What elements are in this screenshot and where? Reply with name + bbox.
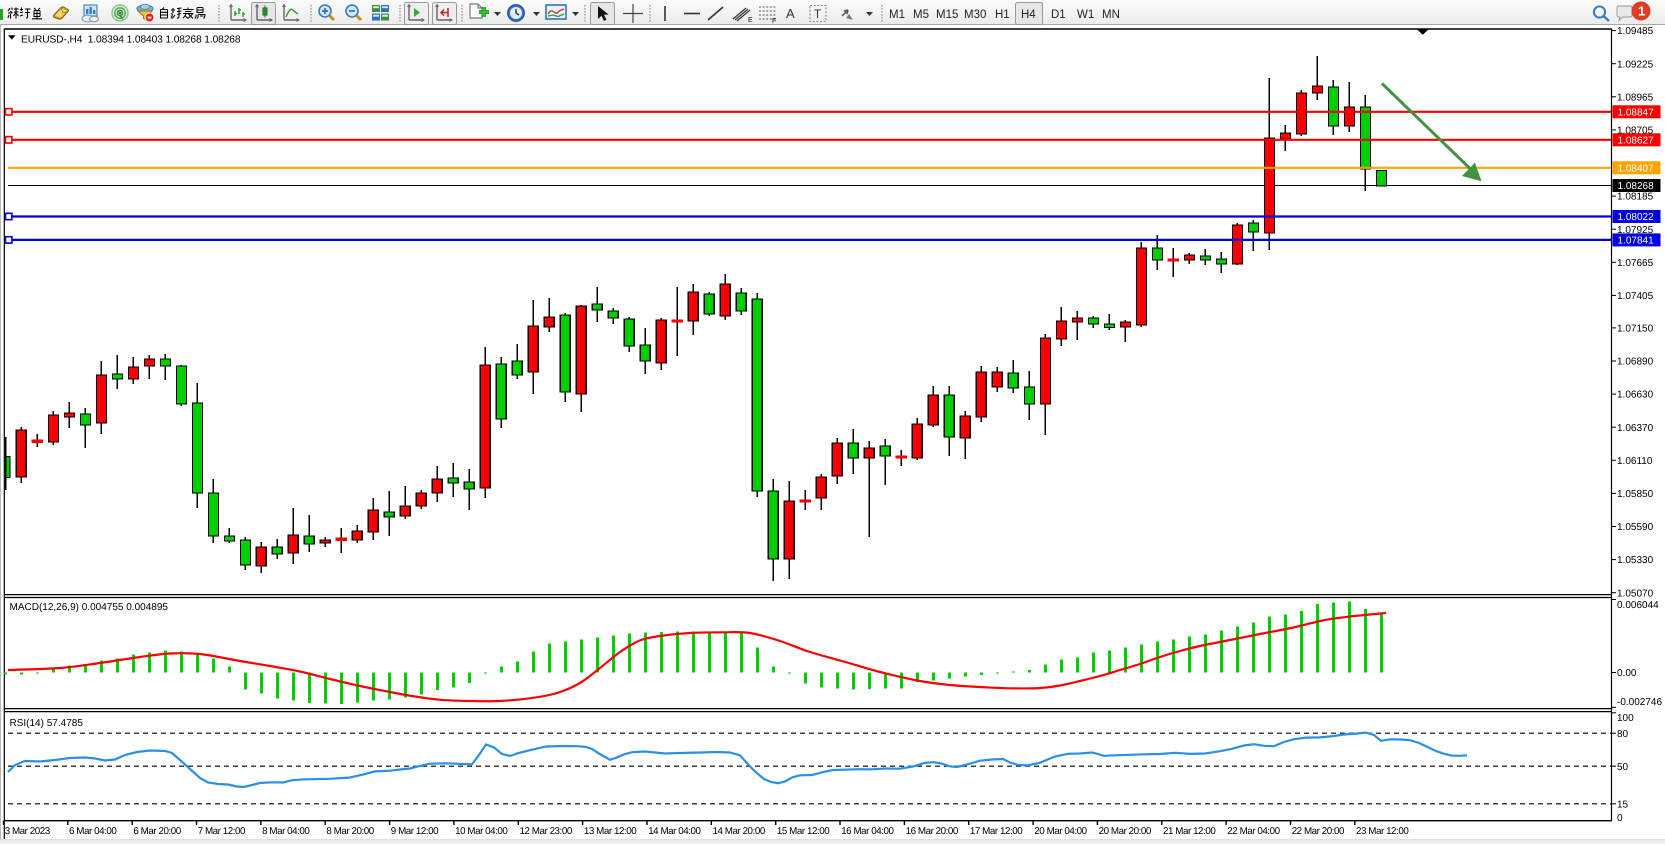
svg-text:EURUSD-,H4 1.08394 1.08403 1.: EURUSD-,H4 1.08394 1.08403 1.08268 1.082… bbox=[21, 35, 241, 46]
svg-text:80: 80 bbox=[1617, 729, 1629, 740]
svg-text:14 Mar 20:00: 14 Mar 20:00 bbox=[713, 826, 766, 837]
svg-text:A: A bbox=[786, 6, 795, 21]
svg-text:9 Mar 12:00: 9 Mar 12:00 bbox=[391, 826, 439, 837]
svg-text:M15: M15 bbox=[936, 9, 958, 21]
svg-text:1.08407: 1.08407 bbox=[1618, 163, 1655, 174]
svg-text:H1: H1 bbox=[995, 9, 1010, 21]
svg-text:8 Mar 04:00: 8 Mar 04:00 bbox=[262, 826, 310, 837]
svg-text:1.08185: 1.08185 bbox=[1617, 192, 1654, 203]
svg-text:14 Mar 04:00: 14 Mar 04:00 bbox=[648, 826, 701, 837]
svg-text:7 Mar 12:00: 7 Mar 12:00 bbox=[198, 826, 246, 837]
svg-text:1.08847: 1.08847 bbox=[1618, 107, 1655, 118]
svg-text:0: 0 bbox=[1617, 813, 1623, 824]
svg-text:1.05330: 1.05330 bbox=[1617, 555, 1654, 566]
svg-text:23 Mar 12:00: 23 Mar 12:00 bbox=[1356, 826, 1409, 837]
svg-text:1.06630: 1.06630 bbox=[1617, 390, 1654, 401]
svg-text:22 Mar 20:00: 22 Mar 20:00 bbox=[1292, 826, 1345, 837]
svg-text:1.07841: 1.07841 bbox=[1618, 236, 1655, 247]
svg-text:1.07925: 1.07925 bbox=[1617, 225, 1654, 236]
svg-text:1.08965: 1.08965 bbox=[1617, 92, 1654, 103]
svg-text:1.05070: 1.05070 bbox=[1617, 588, 1654, 599]
svg-text:1.08627: 1.08627 bbox=[1618, 135, 1655, 146]
svg-text:M5: M5 bbox=[913, 9, 929, 21]
svg-text:22 Mar 04:00: 22 Mar 04:00 bbox=[1227, 826, 1280, 837]
svg-text:0.00: 0.00 bbox=[1617, 668, 1637, 679]
svg-text:T: T bbox=[814, 9, 821, 21]
svg-text:13 Mar 12:00: 13 Mar 12:00 bbox=[584, 826, 637, 837]
svg-text:W1: W1 bbox=[1077, 9, 1094, 21]
svg-text:1: 1 bbox=[1638, 4, 1645, 19]
svg-text:10 Mar 04:00: 10 Mar 04:00 bbox=[455, 826, 508, 837]
svg-text:20 Mar 20:00: 20 Mar 20:00 bbox=[1099, 826, 1152, 837]
svg-text:1.05590: 1.05590 bbox=[1617, 522, 1654, 533]
svg-text:E: E bbox=[748, 17, 753, 24]
svg-text:1.08268: 1.08268 bbox=[1618, 181, 1655, 192]
svg-text:12 Mar 23:00: 12 Mar 23:00 bbox=[520, 826, 573, 837]
svg-text:1.07665: 1.07665 bbox=[1617, 258, 1654, 269]
svg-text:1.06110: 1.06110 bbox=[1617, 456, 1653, 467]
svg-text:16 Mar 04:00: 16 Mar 04:00 bbox=[841, 826, 894, 837]
svg-text:17 Mar 12:00: 17 Mar 12:00 bbox=[970, 826, 1023, 837]
svg-text:M30: M30 bbox=[964, 9, 986, 21]
svg-text:50: 50 bbox=[1617, 762, 1629, 773]
svg-text:-0.002746: -0.002746 bbox=[1617, 697, 1662, 708]
svg-text:1.09225: 1.09225 bbox=[1617, 59, 1654, 70]
svg-text:6 Mar 20:00: 6 Mar 20:00 bbox=[133, 826, 181, 837]
svg-text:16 Mar 20:00: 16 Mar 20:00 bbox=[906, 826, 959, 837]
svg-text:1.09485: 1.09485 bbox=[1617, 26, 1654, 37]
svg-text:15 Mar 12:00: 15 Mar 12:00 bbox=[777, 826, 830, 837]
svg-text:1.05850: 1.05850 bbox=[1617, 489, 1654, 500]
svg-text:6 Mar 04:00: 6 Mar 04:00 bbox=[69, 826, 117, 837]
svg-text:M1: M1 bbox=[889, 9, 905, 21]
svg-text:20 Mar 04:00: 20 Mar 04:00 bbox=[1034, 826, 1087, 837]
svg-text:MN: MN bbox=[1102, 9, 1120, 21]
svg-text:H4: H4 bbox=[1021, 9, 1036, 21]
svg-text:MACD(12,26,9) 0.004755 0.00489: MACD(12,26,9) 0.004755 0.004895 bbox=[10, 602, 169, 613]
svg-text:100: 100 bbox=[1617, 713, 1634, 724]
svg-text:D1: D1 bbox=[1051, 9, 1066, 21]
svg-text:15: 15 bbox=[1617, 799, 1629, 810]
svg-text:1.08022: 1.08022 bbox=[1618, 212, 1655, 223]
svg-text:3 Mar 2023: 3 Mar 2023 bbox=[5, 826, 51, 837]
svg-text:0.006044: 0.006044 bbox=[1617, 600, 1659, 611]
svg-text:F: F bbox=[772, 18, 776, 25]
svg-text:21 Mar 12:00: 21 Mar 12:00 bbox=[1163, 826, 1216, 837]
svg-text:1.06890: 1.06890 bbox=[1617, 357, 1654, 368]
svg-text:RSI(14) 57.4785: RSI(14) 57.4785 bbox=[10, 718, 84, 729]
svg-text:8 Mar 20:00: 8 Mar 20:00 bbox=[326, 826, 374, 837]
svg-text:1.07405: 1.07405 bbox=[1617, 291, 1654, 302]
svg-text:1.06370: 1.06370 bbox=[1617, 423, 1654, 434]
svg-text:1.07150: 1.07150 bbox=[1617, 324, 1654, 335]
svg-text:1.08705: 1.08705 bbox=[1617, 126, 1654, 137]
